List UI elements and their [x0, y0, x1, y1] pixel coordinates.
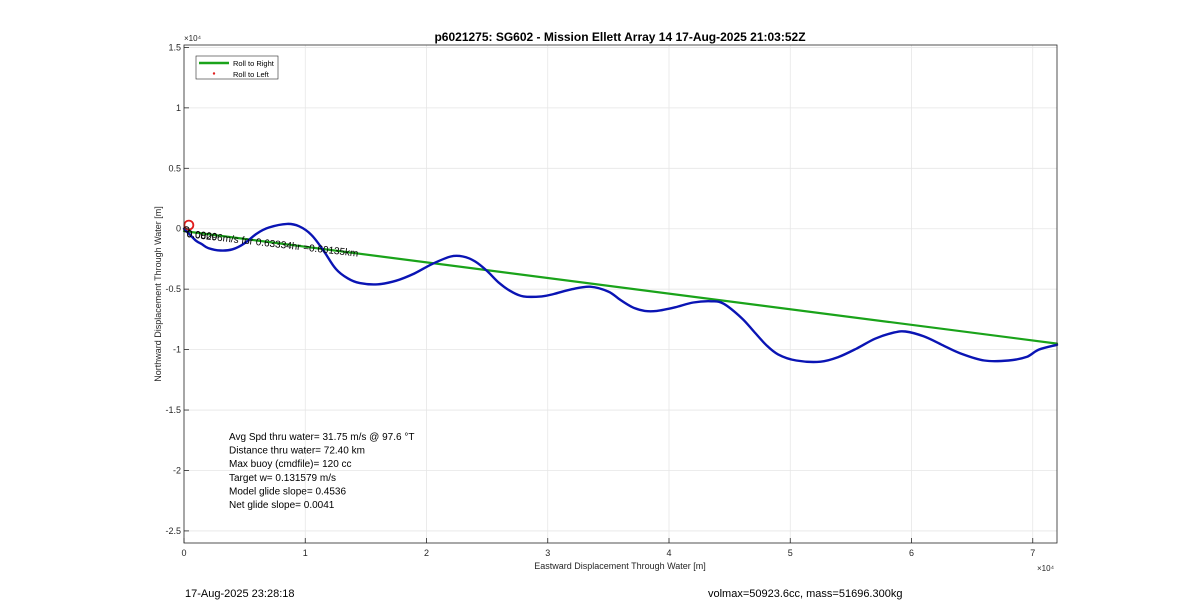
x-tick-label: 7	[1030, 548, 1035, 558]
y-exponent-label: ×10⁴	[184, 34, 202, 43]
footer-timestamp: 17-Aug-2025 23:28:18	[185, 588, 295, 600]
y-axis-label: Northward Displacement Through Water [m]	[153, 206, 163, 382]
x-tick-label: 6	[909, 548, 914, 558]
x-tick-label: 0	[181, 548, 186, 558]
y-tick-label: -2	[173, 465, 181, 475]
legend-label-roll-left: Roll to Left	[233, 70, 270, 79]
annotation-line: Max buoy (cmdfile)= 120 cc	[229, 459, 352, 470]
x-tick-label: 1	[303, 548, 308, 558]
y-tick-label: -2.5	[165, 526, 181, 536]
legend-label-roll-right: Roll to Right	[233, 59, 275, 68]
annotation-line: Net glide slope= 0.0041	[229, 500, 335, 511]
y-tick-label: -0.5	[165, 284, 181, 294]
legend-dot-swatch	[212, 72, 216, 75]
y-axis-ticks: 1.5 1 0.5 0 -0.5 -1 -1.5 -2 -2.5	[165, 42, 189, 536]
y-tick-label: 1.5	[168, 42, 181, 52]
series-line-track	[182, 222, 1059, 364]
chart-title: p6021275: SG602 - Mission Ellett Array 1…	[434, 30, 805, 44]
axes-box	[183, 44, 1058, 544]
y-tick-label: 0.5	[168, 163, 181, 173]
x-tick-label: 4	[666, 548, 671, 558]
x-tick-label: 3	[545, 548, 550, 558]
series-group	[182, 222, 1059, 364]
x-axis-label: Eastward Displacement Through Water [m]	[534, 561, 706, 571]
series-line-roll-right	[182, 230, 1059, 345]
grid-lines	[183, 45, 1057, 543]
annotation-block: Avg Spd thru water= 31.75 m/s @ 97.6 °T D…	[229, 432, 414, 511]
x-tick-label: 5	[788, 548, 793, 558]
annotation-line: Target w= 0.131579 m/s	[229, 473, 336, 484]
y-tick-label: 0	[176, 224, 181, 234]
y-tick-label: -1	[173, 345, 181, 355]
x-tick-label: 2	[424, 548, 429, 558]
y-tick-label: -1.5	[165, 405, 181, 415]
annotation-line: Distance thru water= 72.40 km	[229, 446, 365, 457]
annotation-line: Avg Spd thru water= 31.75 m/s @ 97.6 °T	[229, 432, 414, 443]
y-tick-label: 1	[176, 103, 181, 113]
legend: Roll to Right Roll to Left	[195, 55, 279, 80]
x-axis-ticks: 0 1 2 3 4 5 6 7	[181, 538, 1035, 558]
x-exponent-label: ×10⁴	[1037, 564, 1055, 573]
footer-volmax-mass: volmax=50923.6cc, mass=51696.300kg	[708, 588, 903, 600]
track-label-overlay: 0.0000	[186, 229, 218, 243]
annotation-line: Model glide slope= 0.4536	[229, 486, 346, 497]
